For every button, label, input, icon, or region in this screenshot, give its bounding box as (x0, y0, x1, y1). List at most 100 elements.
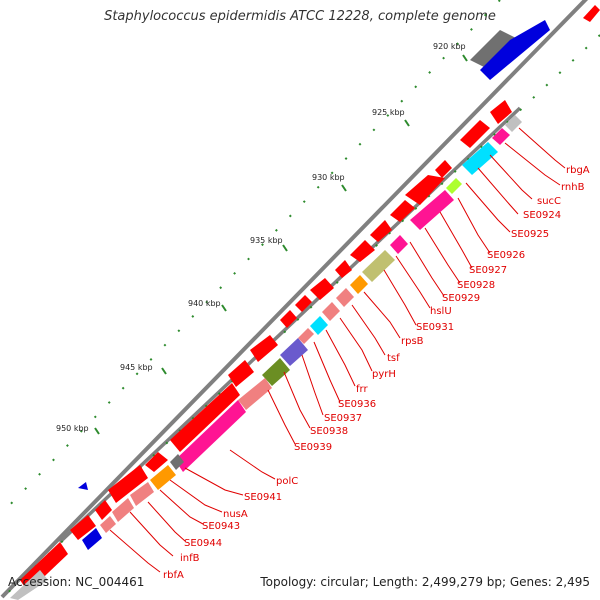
gene-block-grey (505, 115, 522, 132)
gene-label: SE0939 (294, 442, 332, 453)
tick-label: 930 kbp (312, 173, 345, 182)
tick-label: 940 kbp (188, 299, 221, 308)
gene-label: SE0944 (184, 538, 222, 549)
map-title: Staphylococcus epidermidis ATCC 12228, c… (104, 9, 496, 24)
gene-arrow (108, 465, 148, 503)
gene-block-lightred (100, 516, 116, 533)
tick-mark (161, 367, 167, 375)
gene-label: SE0936 (338, 399, 376, 410)
gene-label: rnhB (561, 182, 585, 193)
reverse-gene-block (470, 30, 520, 70)
leader-line (159, 489, 204, 525)
gene-label: SE0941 (244, 492, 282, 503)
gene-block-cyan-small (310, 316, 328, 335)
gene-block-cyan (462, 142, 498, 175)
gene-label: SE0938 (310, 426, 348, 437)
leader-line (383, 269, 417, 326)
gene-arrow (405, 175, 445, 205)
gene-arrow (310, 278, 334, 300)
gene-label: SE0928 (457, 280, 495, 291)
gene-label: SE0924 (523, 210, 561, 221)
reverse-gene-small (78, 482, 88, 490)
gene-label: sucC (537, 196, 561, 207)
gene-label: rbfA (163, 570, 184, 581)
gene-arrow (390, 200, 415, 222)
gene-label: pyrH (372, 369, 396, 380)
gene-arrow (145, 452, 168, 472)
gene-label: polC (276, 476, 298, 487)
tick-label: 925 kbp (372, 108, 405, 117)
leader-line (518, 127, 566, 169)
leader-line (129, 511, 174, 557)
tick-label: 935 kbp (250, 236, 283, 245)
gene-block-pink-long (410, 190, 454, 230)
leader-line (147, 501, 186, 542)
tick-mark (462, 54, 468, 62)
leader-line (477, 167, 519, 215)
gene-arrow (70, 515, 96, 540)
gene-arrow (370, 220, 392, 242)
leader-line (109, 529, 161, 573)
gene-label: SE0927 (469, 265, 507, 276)
accession-label: Accession: NC_004461 (8, 575, 145, 589)
gene-block-lime (446, 178, 462, 194)
tick-mark (221, 304, 227, 312)
gene-label: SE0943 (202, 521, 240, 532)
gene-labels: rbgA rnhB sucC SE0924 SE0925 SE0926 SE09… (163, 165, 590, 581)
reverse-strand-genes (78, 5, 600, 490)
leader-line (283, 371, 311, 429)
gene-block-lightred-long (238, 378, 272, 410)
leader-line (301, 354, 324, 416)
gene-block-pink-long (175, 400, 246, 472)
gene-block-orange (350, 275, 368, 294)
reverse-gene-block (480, 20, 550, 80)
label-leader-lines (109, 127, 566, 573)
gene-label: nusA (223, 509, 248, 520)
gene-arrow (228, 360, 254, 387)
gene-block-orange (150, 465, 176, 490)
leader-line (267, 389, 296, 445)
leader-line (363, 291, 401, 339)
gene-label: rpsB (401, 336, 424, 347)
gene-label: SE0925 (511, 229, 549, 240)
leader-line (229, 449, 276, 480)
leader-line (169, 479, 223, 513)
gene-block-blue (82, 528, 102, 550)
inner-gene-track (10, 115, 522, 600)
forward-strand-genes (20, 100, 512, 592)
topology-summary: Topology: circular; Length: 2,499,279 bp… (260, 575, 590, 589)
leader-line (439, 211, 473, 269)
gene-label: infB (180, 553, 200, 564)
leader-line (489, 154, 533, 200)
gene-block-olive (362, 250, 395, 282)
gene-block-lightred (112, 498, 134, 522)
gene-arrow (95, 500, 112, 520)
gene-arrow (295, 295, 312, 312)
gene-block-dark (170, 454, 184, 470)
leader-line (313, 341, 341, 403)
gene-label: tsf (387, 353, 400, 364)
gene-label: SE0926 (487, 250, 525, 261)
gene-arrow (250, 335, 278, 362)
gene-arrow (460, 120, 490, 148)
gene-label: rbgA (566, 165, 590, 176)
leader-line (424, 227, 461, 284)
dotted-guide-line-inner (0, 0, 501, 516)
gene-arrow (280, 310, 297, 328)
gene-block-green (262, 358, 290, 386)
tick-label: 945 kbp (120, 363, 153, 372)
leader-line (184, 467, 244, 496)
gene-block-grey (10, 570, 48, 600)
tick-mark (341, 184, 347, 192)
reverse-gene-block (583, 5, 600, 22)
gene-arrow (335, 260, 352, 278)
leader-line (465, 182, 511, 233)
gene-block-purple (280, 338, 308, 366)
leader-line (409, 241, 445, 297)
tick-labels: 920 kbp 925 kbp 930 kbp 935 kbp 940 kbp … (56, 42, 466, 433)
leader-line (339, 317, 373, 372)
leader-line (351, 304, 386, 356)
